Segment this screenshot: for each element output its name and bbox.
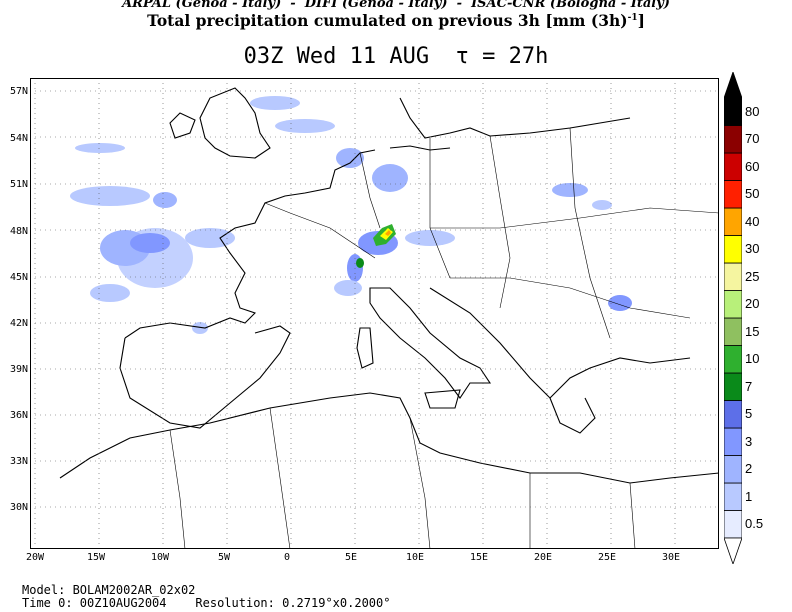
lon-label-25e: 25E bbox=[597, 552, 617, 563]
map-background bbox=[30, 78, 719, 549]
lat-label-45n: 45N bbox=[9, 272, 28, 283]
colorbar-swatch-1 bbox=[724, 482, 742, 511]
resolution-text: Resolution: 0.2719°x0.2000° bbox=[195, 596, 391, 610]
colorbar-label-14: 70 bbox=[745, 131, 760, 147]
colorbar-swatch-10 bbox=[724, 235, 742, 264]
lat-label-30n: 30N bbox=[9, 502, 28, 513]
borders bbox=[169, 127, 719, 549]
colorbar-label-3: 3 bbox=[745, 433, 753, 449]
colorbar-top-arrow bbox=[724, 72, 742, 99]
colorbar-label-8: 20 bbox=[745, 296, 760, 312]
lat-label-54n: 54N bbox=[9, 133, 28, 144]
lat-label-36n: 36N bbox=[9, 410, 28, 421]
lat-label-42n: 42N bbox=[9, 318, 28, 329]
colorbar-label-7: 15 bbox=[745, 323, 760, 339]
colorbar-label-5: 7 bbox=[745, 378, 753, 394]
colorbar-swatch-12 bbox=[724, 180, 742, 209]
map-frame bbox=[30, 78, 719, 549]
lon-label-10w: 10W bbox=[150, 552, 170, 563]
map-canvas bbox=[30, 78, 719, 549]
colorbar-label-9: 25 bbox=[745, 268, 760, 284]
title-text: Total precipitation cumulated on previou… bbox=[147, 11, 628, 30]
lon-label-20w: 20W bbox=[25, 552, 45, 563]
colorbar-label-15: 80 bbox=[745, 103, 760, 119]
colorbar bbox=[724, 72, 742, 564]
time0-text: Time 0: 00Z10AUG2004 bbox=[22, 596, 167, 610]
title-end: ] bbox=[637, 11, 645, 30]
lat-label-48n: 48N bbox=[9, 226, 28, 237]
lat-label-39n: 39N bbox=[9, 364, 28, 375]
coastlines bbox=[59, 87, 719, 484]
colorbar-label-6: 10 bbox=[745, 351, 760, 367]
chart-title: Total precipitation cumulated on previou… bbox=[0, 11, 792, 30]
colorbar-swatch-6 bbox=[724, 345, 742, 374]
lon-label-15e: 15E bbox=[469, 552, 489, 563]
lon-label-15w: 15W bbox=[86, 552, 106, 563]
colorbar-swatch-3 bbox=[724, 427, 742, 456]
colorbar-label-10: 30 bbox=[745, 241, 760, 257]
model-label: Model: BOLAM2002AR_02x02 bbox=[22, 583, 196, 597]
lon-label-20e: 20E bbox=[533, 552, 553, 563]
valid-time-label: 03Z Wed 11 AUG bbox=[243, 44, 430, 69]
lat-label-51n: 51N bbox=[9, 179, 28, 190]
colorbar-swatch-8 bbox=[724, 290, 742, 319]
colorbar-label-4: 5 bbox=[745, 406, 753, 422]
colorbar-label-13: 60 bbox=[745, 158, 760, 174]
lon-label-0: 0 bbox=[283, 552, 291, 563]
colorbar-swatch-4 bbox=[724, 400, 742, 429]
lon-label-5e: 5E bbox=[344, 552, 358, 563]
lat-lon-grid bbox=[30, 78, 719, 549]
colorbar-swatch-11 bbox=[724, 207, 742, 236]
colorbar-swatch-2 bbox=[724, 455, 742, 484]
lon-label-30e: 30E bbox=[661, 552, 681, 563]
colorbar-label-0: 0.5 bbox=[745, 516, 764, 532]
lat-label-57n: 57N bbox=[9, 86, 28, 97]
tau-label: τ = 27h bbox=[455, 44, 549, 69]
lat-label-33n: 33N bbox=[9, 456, 28, 467]
map-panel bbox=[30, 78, 719, 549]
colorbar-label-12: 50 bbox=[745, 186, 760, 202]
credits-line: ARPAL (Genoa - Italy) - DIFI (Genoa - It… bbox=[122, 0, 670, 11]
colorbar-swatch-13 bbox=[724, 152, 742, 181]
colorbar-bottom-arrow bbox=[724, 537, 742, 564]
lon-label-10e: 10E bbox=[405, 552, 425, 563]
colorbar-label-11: 40 bbox=[745, 213, 760, 229]
time0-label: Time 0: 00Z10AUG2004 Resolution: 0.2719°… bbox=[22, 596, 390, 610]
colorbar-swatch-5 bbox=[724, 372, 742, 401]
valid-time: 03Z Wed 11 AUG τ = 27h bbox=[0, 44, 792, 69]
colorbar-swatch-14 bbox=[724, 125, 742, 154]
title-superscript: -1 bbox=[627, 12, 638, 23]
colorbar-swatch-7 bbox=[724, 317, 742, 346]
colorbar-swatch-15 bbox=[724, 97, 742, 126]
colorbar-swatch-0 bbox=[724, 510, 742, 539]
colorbar-label-1: 1 bbox=[745, 488, 753, 504]
colorbar-label-2: 2 bbox=[745, 461, 753, 477]
colorbar-swatch-9 bbox=[724, 262, 742, 291]
precip-field bbox=[70, 96, 632, 334]
lon-label-5w: 5W bbox=[217, 552, 231, 563]
